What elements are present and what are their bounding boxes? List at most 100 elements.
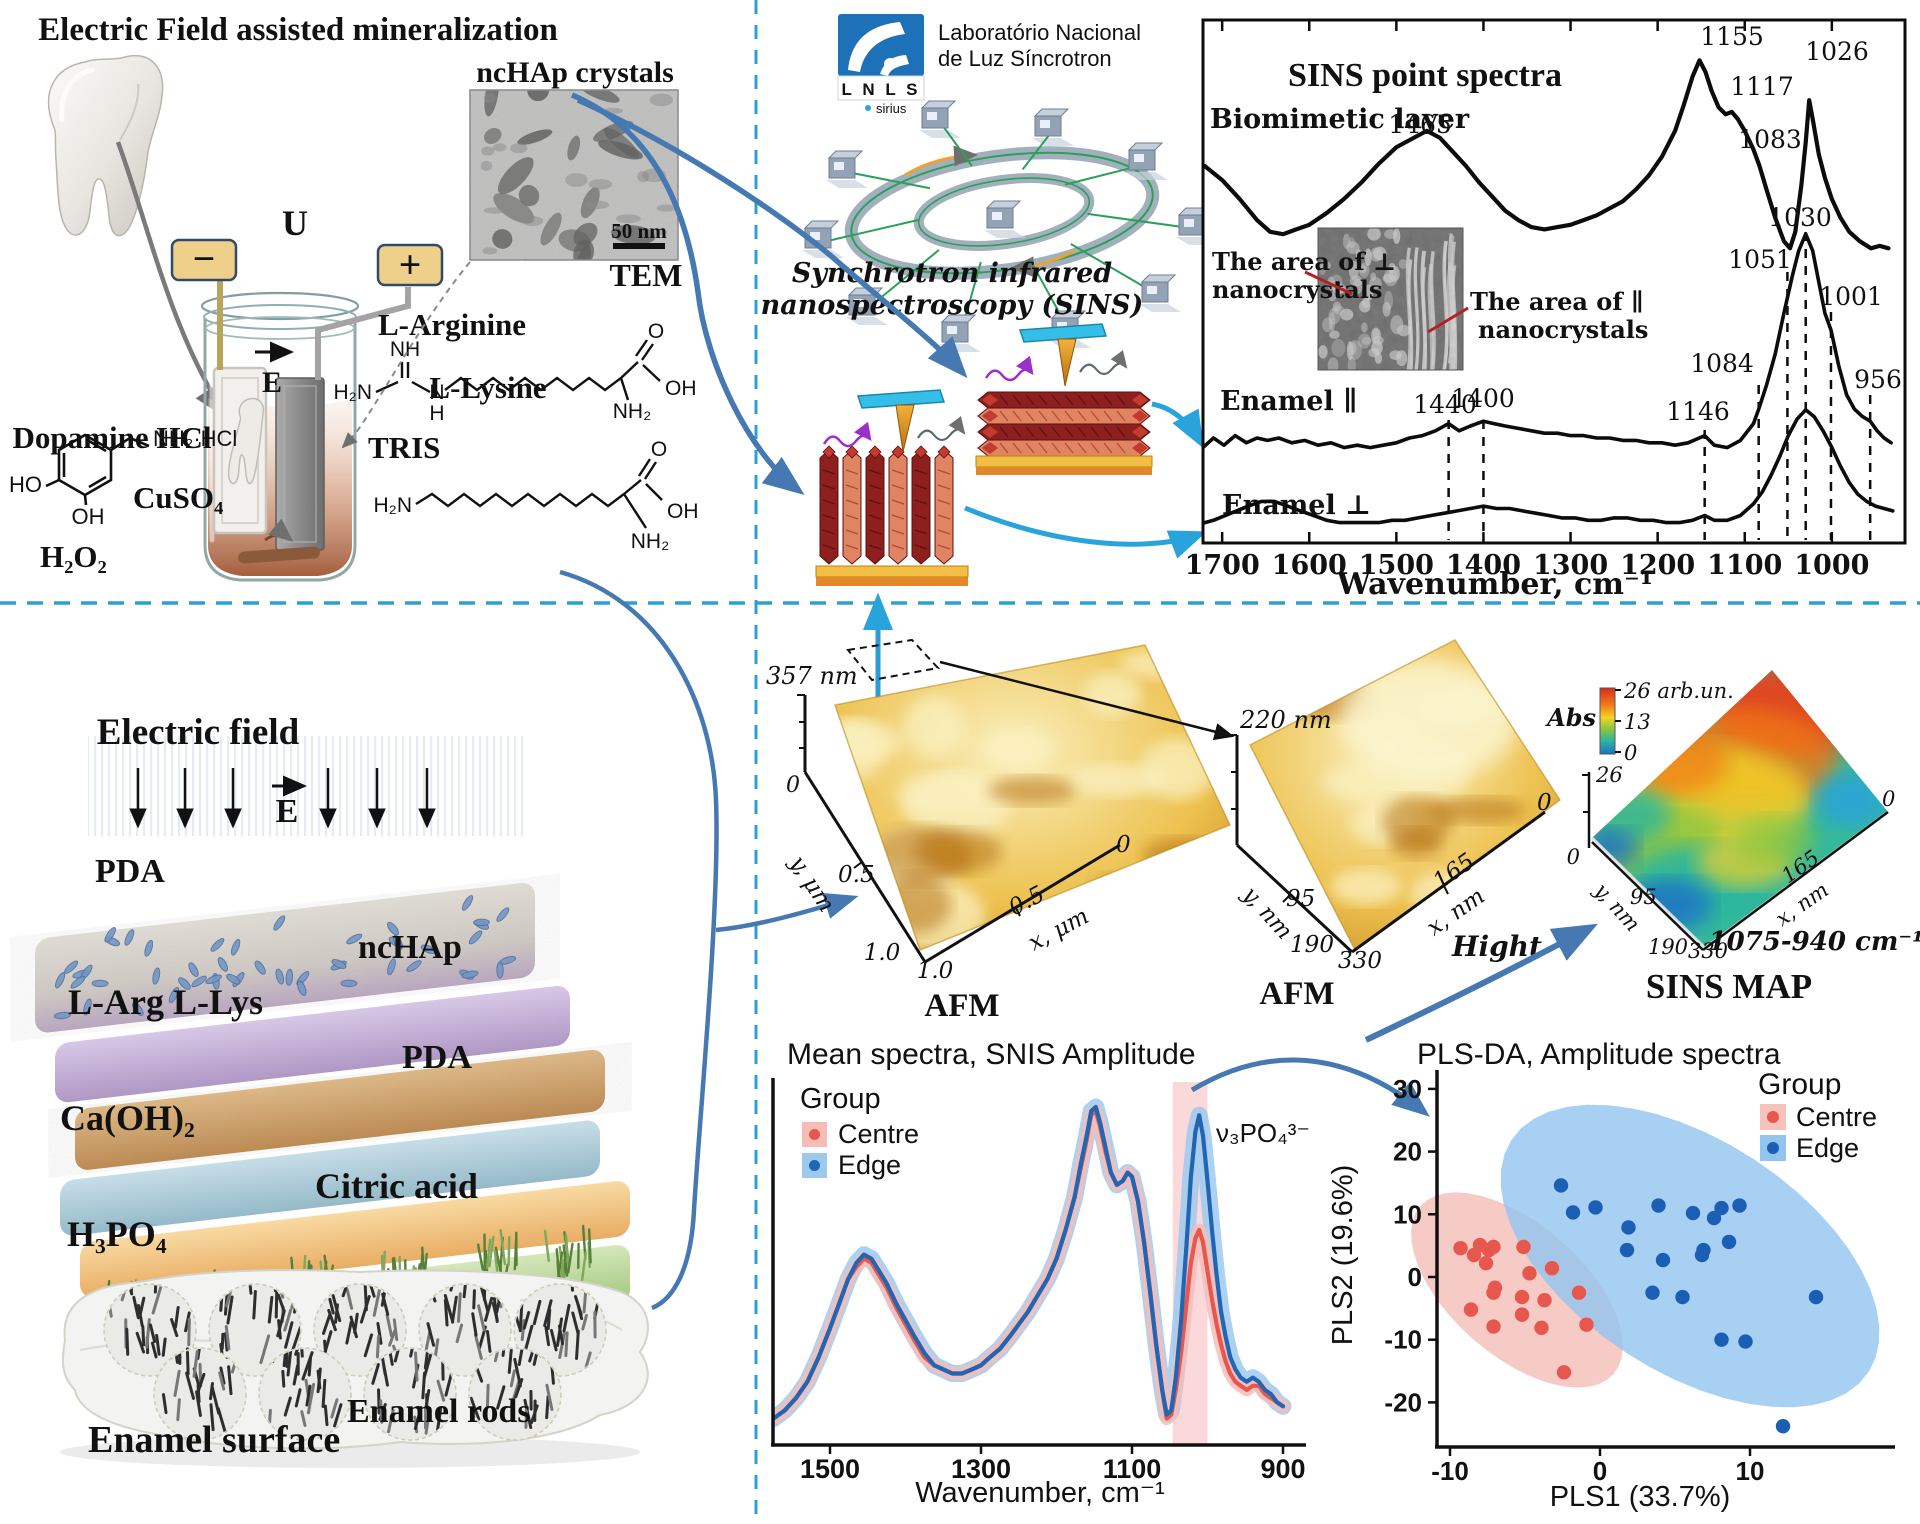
arrow-tem-to-perpendicular	[570, 92, 805, 495]
h3po4-rod	[562, 1244, 569, 1277]
nchap-particle	[124, 929, 135, 946]
peak-label-1146: 1146	[1666, 397, 1730, 426]
peak-label-1051: 1051	[1728, 245, 1792, 274]
xtick-1200: 1200	[1620, 550, 1695, 581]
nchap-particle	[131, 1002, 144, 1017]
pls-xtick-0: 0	[1593, 1456, 1607, 1486]
point-Centre	[1556, 1365, 1572, 1380]
afm-valley	[1431, 797, 1526, 824]
nchap-particle	[331, 959, 347, 969]
legend-label-edge: Edge	[838, 1150, 901, 1180]
point-Centre	[1571, 1285, 1587, 1300]
hap-crystals-parallel	[975, 391, 1153, 475]
beaker-glass	[203, 318, 357, 582]
layer-citric	[80, 1181, 630, 1298]
cuso4-label: CuSO₄	[133, 480, 223, 515]
legend-label-centre: Centre	[838, 1119, 919, 1149]
mean-xtick-1500: 1500	[800, 1454, 860, 1484]
sins-caption-line1: Synchrotron infrared	[792, 258, 1112, 289]
pls-ytick--20: -20	[1384, 1387, 1422, 1417]
brace-curve-coating	[559, 569, 719, 1311]
map-intensity-blob	[1735, 816, 1815, 864]
minus-terminal: −	[170, 236, 238, 282]
mean-axis-ticks: 1500 1300 1100 900	[800, 1445, 1306, 1484]
point-Centre	[1486, 1239, 1501, 1255]
nchap-particle	[83, 998, 92, 1016]
afm2-xtick-0: 330	[1338, 948, 1382, 974]
point-Centre	[1486, 1319, 1501, 1334]
point-Edge	[1553, 1178, 1569, 1193]
mean-xtick-1300: 1300	[951, 1454, 1011, 1484]
legend-label-centre: Centre	[1796, 1102, 1877, 1132]
h3po4-rod	[485, 1238, 492, 1270]
afm-ridge	[982, 728, 1055, 768]
map-zmin: 0	[1567, 845, 1580, 869]
afm-valley	[1390, 828, 1442, 859]
dopamine-structure	[45, 433, 150, 506]
point-Edge	[1651, 1198, 1666, 1213]
pls-ytick-30: 30	[1393, 1074, 1422, 1104]
nchap-particle	[273, 915, 286, 931]
pls-ytick-0: 0	[1408, 1262, 1422, 1292]
electric-field-title: Electric field	[97, 712, 300, 753]
point-Centre	[1544, 1261, 1560, 1276]
xtick-1500: 1500	[1359, 550, 1434, 581]
afm2-title: AFM	[1259, 976, 1334, 1012]
nchap-particle	[420, 944, 437, 954]
abs-label: Abs	[1545, 703, 1596, 732]
nchap-particle	[461, 970, 479, 979]
map-xtick-0: 330	[1688, 939, 1728, 963]
map-zmax: 26	[1595, 763, 1623, 787]
afm-valley	[913, 829, 1002, 874]
legend-label-edge: Edge	[1796, 1133, 1859, 1163]
nchap-particle	[210, 938, 225, 952]
point-Edge	[1675, 1289, 1690, 1305]
point-Edge	[1588, 1200, 1603, 1215]
nchap-particle	[191, 975, 207, 988]
nchap-particle	[188, 962, 199, 978]
plsda-axis-ticks: -10 0 10 30 20 10 0 -10 -20	[1384, 1074, 1764, 1486]
atom-oh: OH	[667, 500, 699, 523]
atom-nh2: NH₂	[631, 530, 669, 553]
lnls-logo: L N L S sirius	[837, 14, 925, 116]
arrow-perpendicular-to-spectrum	[964, 505, 1208, 559]
nchap-particle	[178, 977, 191, 990]
mean-curves	[774, 1098, 1292, 1428]
spectrum-curve-2	[1204, 408, 1895, 525]
nchap-particle	[54, 972, 66, 989]
peak-label-1001: 1001	[1819, 282, 1883, 311]
legend-dot-edge	[809, 1160, 820, 1171]
point-Centre	[1463, 1302, 1479, 1317]
tem-crystal	[518, 259, 532, 260]
scattered-beam-icon	[917, 416, 966, 442]
mean-xlabel: Wavenumber, cm⁻¹	[915, 1477, 1165, 1509]
peak-label-1440: 1440	[1413, 390, 1477, 419]
afm1-zmax: 357 nm	[766, 662, 858, 690]
panel-layered-coating: Electric field E PDA ncHAp L-Arg L-Lys P…	[35, 569, 859, 1468]
pls-xtick-10: 10	[1736, 1456, 1765, 1486]
cbar-mid: 13	[1624, 710, 1651, 734]
arrow-tem-to-parallel	[576, 97, 968, 379]
nchap-particle	[340, 979, 358, 988]
atom-ho: HO	[9, 472, 42, 497]
label-pda-top: PDA	[95, 853, 165, 890]
sem-inset	[1317, 227, 1464, 371]
label-arg-lys: L-Arg L-Lys	[68, 982, 263, 1022]
field-e-symbol: E	[276, 793, 299, 830]
plsda-title: PLS-DA, Amplitude spectra	[1417, 1038, 1781, 1071]
point-Centre	[1466, 1247, 1482, 1263]
afm2-axes	[1229, 734, 1546, 954]
synchrotron-illustration	[802, 100, 1218, 352]
peak-labels: 1465 1155 1117 1083 1026 1030 1051 1001 1084 956 1…	[1388, 22, 1902, 426]
point-Edge	[1696, 1242, 1711, 1258]
pls-ytick-20: 20	[1393, 1137, 1422, 1167]
afm2-surface	[1248, 639, 1562, 952]
h3po4-rod	[587, 1228, 592, 1264]
afm-valley	[987, 776, 1076, 805]
nchap-particle	[70, 976, 86, 989]
map-range-label: 1075-940 cm⁻¹	[1709, 927, 1920, 957]
anode-pole	[315, 287, 411, 380]
afm2-xtick-2: 0	[1537, 790, 1552, 816]
legend-title: Group	[1758, 1068, 1841, 1101]
